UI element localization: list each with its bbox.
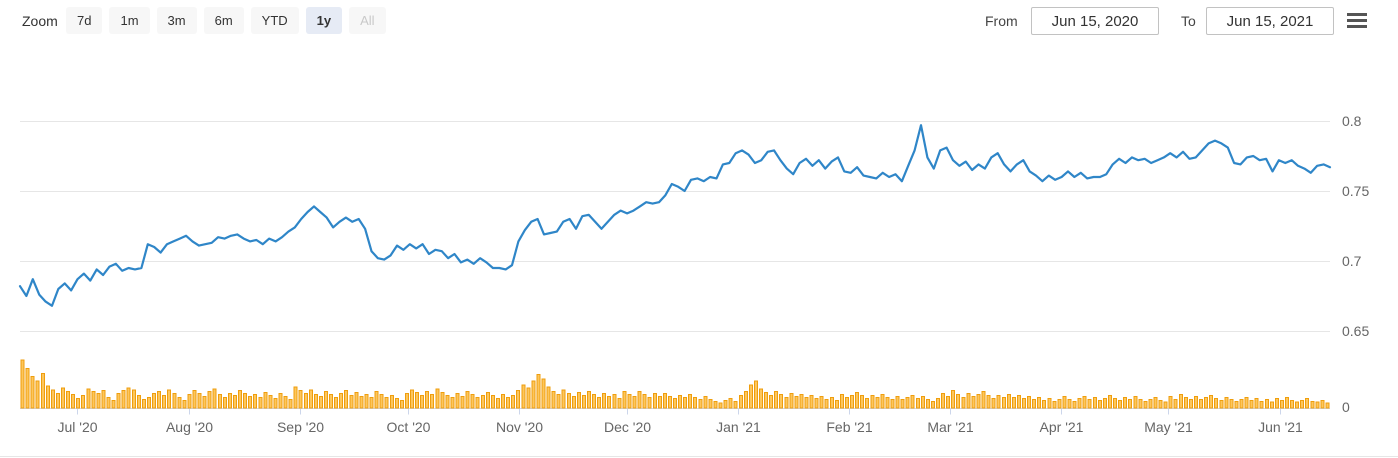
x-axis-label: Aug '20 — [166, 419, 213, 435]
y-axis-label: 0.8 — [1342, 113, 1362, 129]
y-axis-labels: 0.8 0.75 0.7 0.65 0 — [1342, 113, 1369, 415]
x-axis-label: Dec '20 — [604, 419, 651, 435]
y-axis-label: 0.7 — [1342, 253, 1362, 269]
hamburger-icon — [1347, 13, 1367, 16]
volume-axis-label: 0 — [1342, 399, 1350, 415]
x-axis-label: Oct '20 — [387, 419, 431, 435]
x-axis-label: Feb '21 — [826, 419, 872, 435]
y-axis-label: 0.75 — [1342, 183, 1369, 199]
x-axis-label: Nov '20 — [496, 419, 543, 435]
price-line — [18, 124, 1332, 307]
chart-menu-button[interactable] — [1345, 11, 1369, 33]
x-axis-label: Apr '21 — [1040, 419, 1084, 435]
zoom-button-ytd[interactable]: YTD — [250, 7, 299, 34]
x-axis-label: May '21 — [1144, 419, 1193, 435]
zoom-label: Zoom — [22, 13, 58, 29]
x-axis-label: Sep '20 — [277, 419, 324, 435]
to-label: To — [1181, 13, 1196, 29]
x-axis-label: Jan '21 — [716, 419, 761, 435]
x-axis-label: Jul '20 — [57, 419, 97, 435]
gridlines — [20, 121, 1330, 332]
y-axis-label: 0.65 — [1342, 323, 1369, 339]
zoom-button-3m[interactable]: 3m — [156, 7, 197, 34]
zoom-button-all: All — [349, 7, 386, 34]
zoom-button-1m[interactable]: 1m — [109, 7, 150, 34]
from-label: From — [985, 13, 1018, 29]
zoom-button-6m[interactable]: 6m — [203, 7, 244, 34]
zoom-range-buttons: 7d 1m 3m 6m YTD 1y All — [66, 7, 386, 34]
x-axis-ticks — [77, 408, 1281, 415]
to-date-input[interactable] — [1206, 7, 1334, 35]
x-axis-label: Mar '21 — [927, 419, 973, 435]
x-axis-label: Jun '21 — [1258, 419, 1303, 435]
from-date-input[interactable] — [1031, 7, 1159, 35]
zoom-button-1y[interactable]: 1y — [305, 7, 343, 34]
volume-bars — [20, 359, 1330, 409]
zoom-button-7d[interactable]: 7d — [66, 7, 103, 34]
x-axis-labels: Jul '20 Aug '20 Sep '20 Oct '20 Nov '20 Dec '… — [57, 419, 1303, 435]
